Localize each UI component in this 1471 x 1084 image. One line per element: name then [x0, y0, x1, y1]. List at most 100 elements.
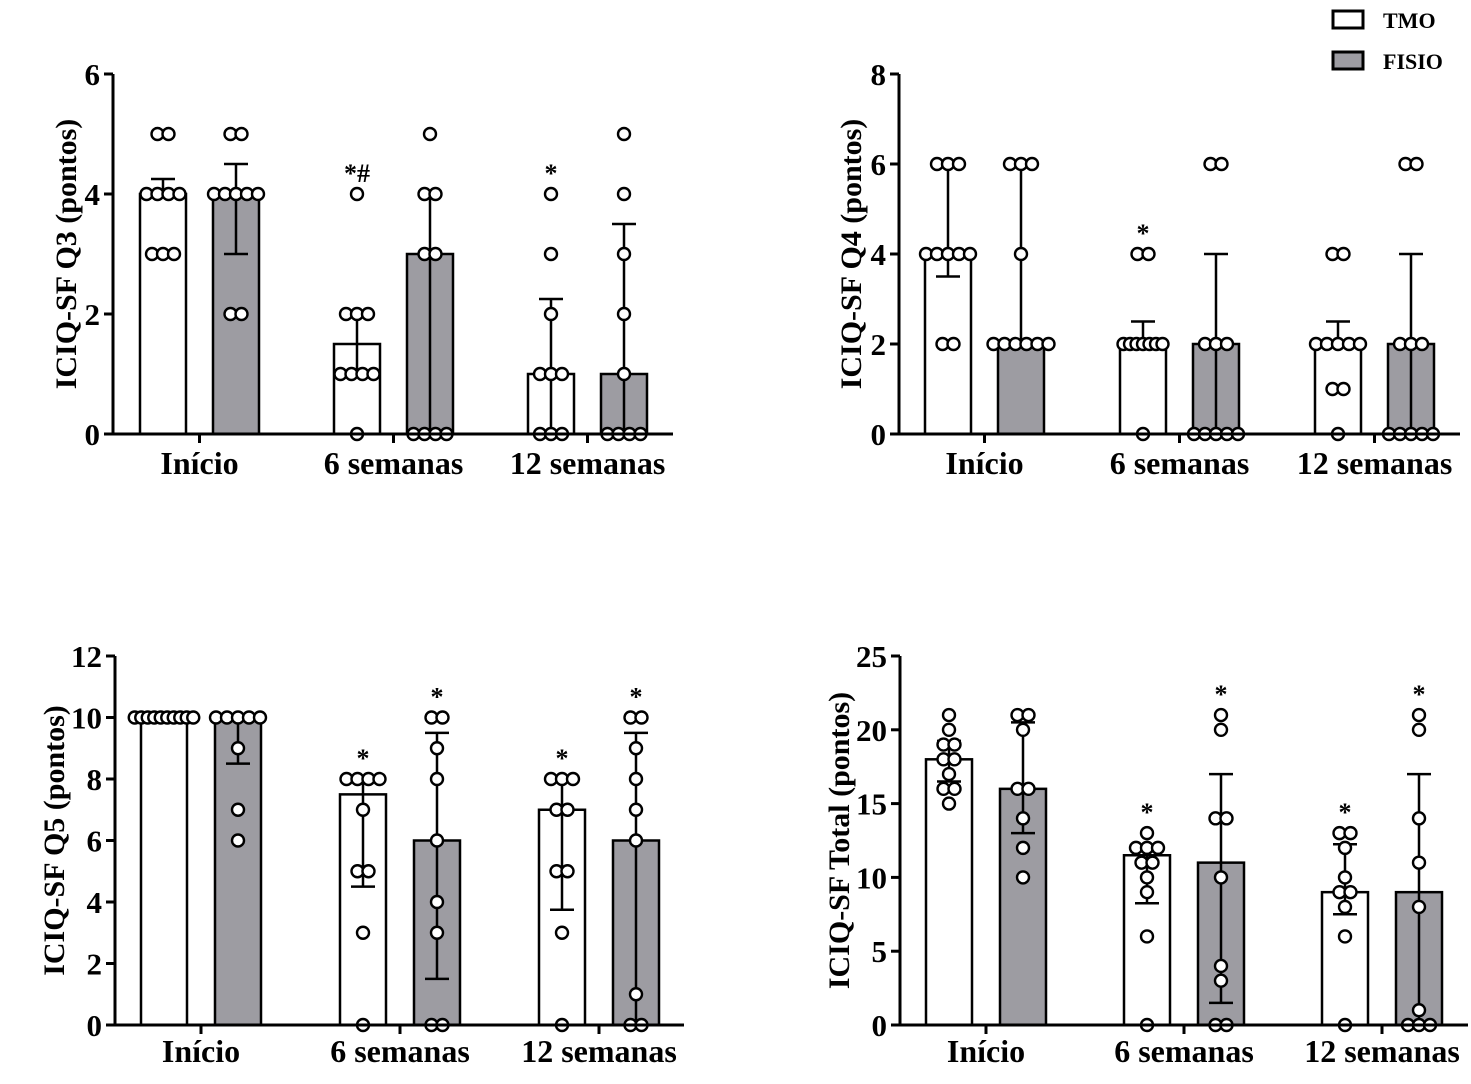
- data-point-tmo-0: [941, 766, 957, 782]
- data-point-fisio-2: [628, 771, 644, 787]
- data-point-tmo-2: [560, 864, 575, 879]
- bar-tmo-1: [1118, 342, 1168, 436]
- significance-mark-3: *: [630, 683, 643, 712]
- y-tick-label: 8: [87, 762, 103, 797]
- y-tick-label: 0: [87, 1008, 103, 1043]
- y-tick-label: 4: [87, 885, 103, 920]
- y-tick-label: 0: [85, 417, 101, 452]
- data-point-fisio-0: [230, 833, 246, 848]
- x-category-label: 12 semanas: [521, 1033, 677, 1069]
- data-point-fisio-1: [428, 186, 443, 202]
- x-category-label: 12 semanas: [510, 445, 666, 481]
- data-point-fisio-2: [628, 802, 644, 817]
- data-point-tmo-1: [1139, 884, 1155, 900]
- data-point-tmo-0: [186, 710, 201, 725]
- data-point-tmo-2: [1337, 899, 1353, 915]
- y-tick-label: 4: [871, 237, 887, 272]
- y-tick-label: 2: [871, 327, 887, 362]
- y-axis-title: ICIQ-SF Total (pontos): [823, 692, 856, 989]
- x-category-label: 6 semanas: [330, 1033, 470, 1069]
- data-point-fisio-1: [428, 246, 443, 262]
- y-tick-label: 12: [71, 639, 102, 674]
- data-point-fisio-2: [616, 306, 632, 322]
- bar-tmo-0: [139, 716, 189, 1027]
- y-tick-label: 6: [87, 824, 103, 859]
- y-tick-label: 6: [85, 57, 101, 92]
- data-point-fisio-1: [429, 741, 445, 756]
- data-point-fisio-2: [1414, 336, 1430, 352]
- data-point-tmo-0: [172, 186, 187, 202]
- significance-mark-3: *: [1413, 680, 1426, 709]
- data-point-fisio-1: [429, 894, 445, 910]
- data-point-fisio-2: [1411, 855, 1427, 870]
- legend-swatch-tmo: [1331, 9, 1365, 30]
- data-point-tmo-0: [947, 737, 962, 752]
- legend-label-fisio: FISIO: [1383, 49, 1443, 74]
- data-point-fisio-0: [230, 802, 246, 817]
- data-point-tmo-0: [947, 752, 962, 767]
- x-category-label: Início: [162, 1033, 240, 1069]
- data-point-fisio-0: [1013, 246, 1029, 262]
- x-category-label: 6 semanas: [1114, 1033, 1254, 1069]
- data-point-fisio-1: [1213, 973, 1229, 988]
- data-point-fisio-2: [616, 366, 632, 382]
- data-point-fisio-0: [1024, 156, 1040, 172]
- y-tick-label: 6: [871, 147, 887, 182]
- data-point-fisio-0: [1015, 870, 1031, 885]
- chart-panel-q5: * * * * 0 2 4 6 8 10 12 Início 6 semanas 12 semanas IC…: [38, 639, 684, 1069]
- data-point-tmo-0: [166, 246, 182, 262]
- data-point-tmo-1: [360, 306, 376, 322]
- y-tick-label: 2: [87, 947, 103, 982]
- bar-tmo-0: [138, 192, 188, 436]
- data-point-tmo-0: [941, 707, 957, 723]
- data-point-tmo-1: [1150, 840, 1166, 856]
- data-point-fisio-0: [1021, 781, 1036, 797]
- data-point-tmo-1: [1139, 870, 1155, 885]
- data-point-fisio-0: [1041, 336, 1056, 352]
- data-point-tmo-1: [366, 366, 381, 382]
- data-point-fisio-1: [1213, 870, 1229, 885]
- x-category-label: 6 semanas: [324, 445, 464, 481]
- y-tick-label: 15: [856, 787, 887, 822]
- data-point-fisio-2: [1411, 899, 1427, 915]
- data-point-tmo-2: [554, 925, 570, 940]
- data-point-fisio-1: [429, 925, 445, 940]
- data-point-fisio-1: [1214, 156, 1229, 172]
- data-point-fisio-0: [1015, 840, 1031, 856]
- data-point-tmo-2: [543, 186, 559, 202]
- legend-swatch-fisio: [1331, 50, 1365, 71]
- data-point-tmo-1: [1139, 929, 1155, 944]
- bar-fisio-0: [996, 342, 1046, 436]
- data-point-tmo-1: [355, 925, 371, 940]
- data-point-fisio-1: [1213, 958, 1229, 974]
- data-point-fisio-0: [1021, 707, 1036, 723]
- significance-mark-0: *: [357, 744, 370, 773]
- data-point-fisio-0: [230, 741, 246, 756]
- data-point-fisio-2: [628, 741, 644, 756]
- data-point-fisio-2: [628, 987, 644, 1002]
- chart-panel-total: * * * * 0 5 10 15 20 25 Início 6 semanas 12 semanas I…: [823, 639, 1468, 1069]
- data-point-tmo-1: [1141, 246, 1156, 262]
- data-point-fisio-1: [1219, 811, 1234, 826]
- data-point-fisio-2: [1411, 707, 1427, 723]
- data-point-fisio-1: [1213, 707, 1229, 723]
- data-point-fisio-0: [252, 710, 268, 725]
- significance-mark-1: *: [431, 683, 444, 712]
- bar-fisio-0: [213, 716, 263, 1027]
- data-point-tmo-0: [941, 796, 957, 811]
- y-tick-label: 0: [871, 417, 887, 452]
- significance-mark-2: *: [556, 744, 569, 773]
- data-point-tmo-1: [1145, 855, 1160, 870]
- data-point-fisio-2: [1411, 811, 1427, 826]
- x-category-label: Início: [160, 445, 238, 481]
- data-point-fisio-0: [250, 186, 266, 202]
- data-point-fisio-0: [234, 306, 249, 322]
- data-point-tmo-2: [1337, 840, 1353, 856]
- data-point-tmo-0: [947, 781, 962, 797]
- data-point-fisio-1: [1213, 722, 1229, 737]
- x-category-label: 12 semanas: [1297, 445, 1453, 481]
- data-point-tmo-2: [1336, 381, 1351, 397]
- legend-label-tmo: TMO: [1383, 8, 1436, 33]
- data-point-tmo-2: [1352, 336, 1368, 352]
